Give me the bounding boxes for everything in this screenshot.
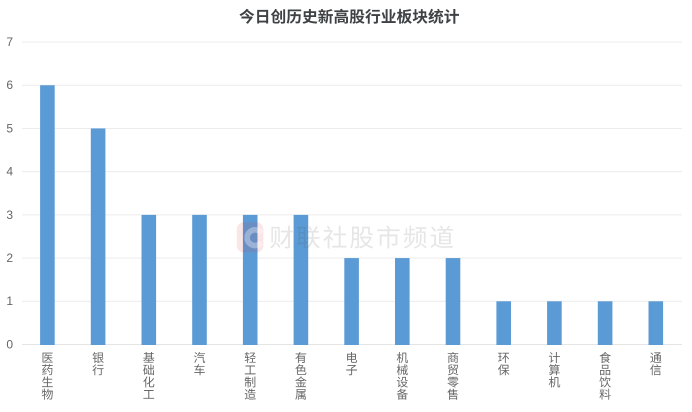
svg-text:4: 4 [6,165,13,179]
svg-text:3: 3 [6,208,13,222]
svg-text:6: 6 [6,78,13,92]
svg-text:2: 2 [6,251,13,265]
svg-text:0: 0 [6,337,13,351]
svg-text:7: 7 [6,35,13,49]
svg-text:1: 1 [6,294,13,308]
svg-text:5: 5 [6,121,13,135]
